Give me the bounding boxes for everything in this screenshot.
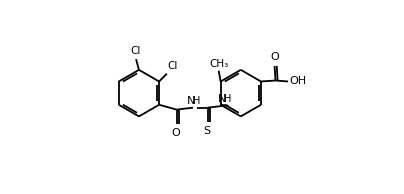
Text: Cl: Cl (168, 61, 178, 71)
Text: Cl: Cl (130, 46, 140, 56)
Text: O: O (271, 52, 279, 62)
Text: N: N (218, 94, 226, 104)
Text: H: H (193, 96, 201, 106)
Text: CH₃: CH₃ (209, 59, 229, 69)
Text: S: S (204, 126, 211, 136)
Text: OH: OH (289, 76, 306, 86)
Text: H: H (224, 94, 231, 104)
Text: O: O (172, 128, 181, 139)
Text: N: N (187, 96, 195, 106)
